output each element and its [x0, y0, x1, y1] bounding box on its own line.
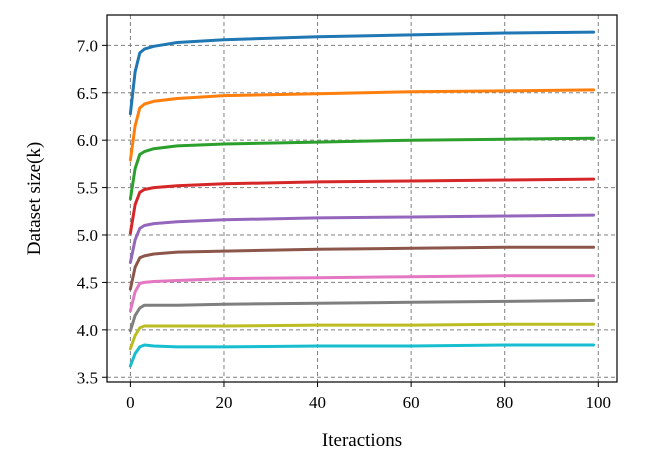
series-line-10 — [128, 343, 596, 368]
series-line-6 — [128, 245, 596, 291]
x-tick-label: 100 — [586, 393, 612, 412]
series-line-4 — [128, 177, 596, 235]
x-tick-label: 20 — [215, 393, 232, 412]
y-tick-label: 3.5 — [77, 368, 98, 387]
series-line-2 — [128, 88, 596, 162]
plot-frame — [106, 14, 618, 383]
y-tick-label: 7.0 — [77, 36, 98, 55]
series-line-1 — [128, 30, 596, 116]
y-tick-label: 6.0 — [77, 131, 98, 150]
x-tick-label: 40 — [309, 393, 326, 412]
ticks: 0 20 40 60 80 100 3.5 4.0 4.5 5.0 5.5 6.0 6.5 7.0 — [77, 36, 611, 412]
series-line-5 — [128, 213, 596, 264]
x-tick-label: 0 — [126, 393, 135, 412]
series-lines — [128, 30, 596, 368]
x-tick-label: 80 — [496, 393, 513, 412]
y-tick-label: 6.5 — [77, 84, 98, 103]
y-tick-label: 5.0 — [77, 226, 98, 245]
y-tick-label: 4.5 — [77, 273, 98, 292]
y-axis-title: Dataset size(k) — [24, 142, 45, 255]
x-tick-label: 60 — [403, 393, 420, 412]
series-line-9 — [128, 322, 596, 351]
x-axis-title: Iteractions — [322, 430, 402, 451]
series-line-8 — [128, 298, 596, 333]
grid — [107, 15, 617, 382]
series-line-7 — [128, 274, 596, 313]
y-tick-label: 5.5 — [77, 179, 98, 198]
y-tick-label: 4.0 — [77, 321, 98, 340]
series-line-3 — [128, 136, 596, 201]
